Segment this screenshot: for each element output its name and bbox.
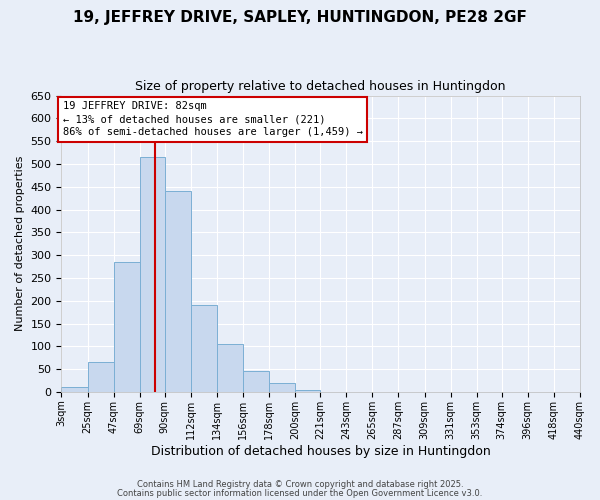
Bar bbox=[269, 383, 295, 392]
Bar bbox=[88, 362, 113, 392]
Text: 19 JEFFREY DRIVE: 82sqm
← 13% of detached houses are smaller (221)
86% of semi-d: 19 JEFFREY DRIVE: 82sqm ← 13% of detache… bbox=[62, 101, 362, 138]
Bar bbox=[113, 262, 140, 392]
Text: Contains HM Land Registry data © Crown copyright and database right 2025.: Contains HM Land Registry data © Crown c… bbox=[137, 480, 463, 489]
Text: 19, JEFFREY DRIVE, SAPLEY, HUNTINGDON, PE28 2GF: 19, JEFFREY DRIVE, SAPLEY, HUNTINGDON, P… bbox=[73, 10, 527, 25]
Text: Contains public sector information licensed under the Open Government Licence v3: Contains public sector information licen… bbox=[118, 488, 482, 498]
Bar bbox=[191, 306, 217, 392]
Title: Size of property relative to detached houses in Huntingdon: Size of property relative to detached ho… bbox=[136, 80, 506, 93]
Bar bbox=[61, 388, 88, 392]
Bar bbox=[140, 157, 164, 392]
Bar bbox=[217, 344, 243, 392]
Bar bbox=[295, 390, 320, 392]
Y-axis label: Number of detached properties: Number of detached properties bbox=[15, 156, 25, 332]
X-axis label: Distribution of detached houses by size in Huntingdon: Distribution of detached houses by size … bbox=[151, 444, 491, 458]
Bar bbox=[164, 192, 191, 392]
Bar bbox=[243, 372, 269, 392]
